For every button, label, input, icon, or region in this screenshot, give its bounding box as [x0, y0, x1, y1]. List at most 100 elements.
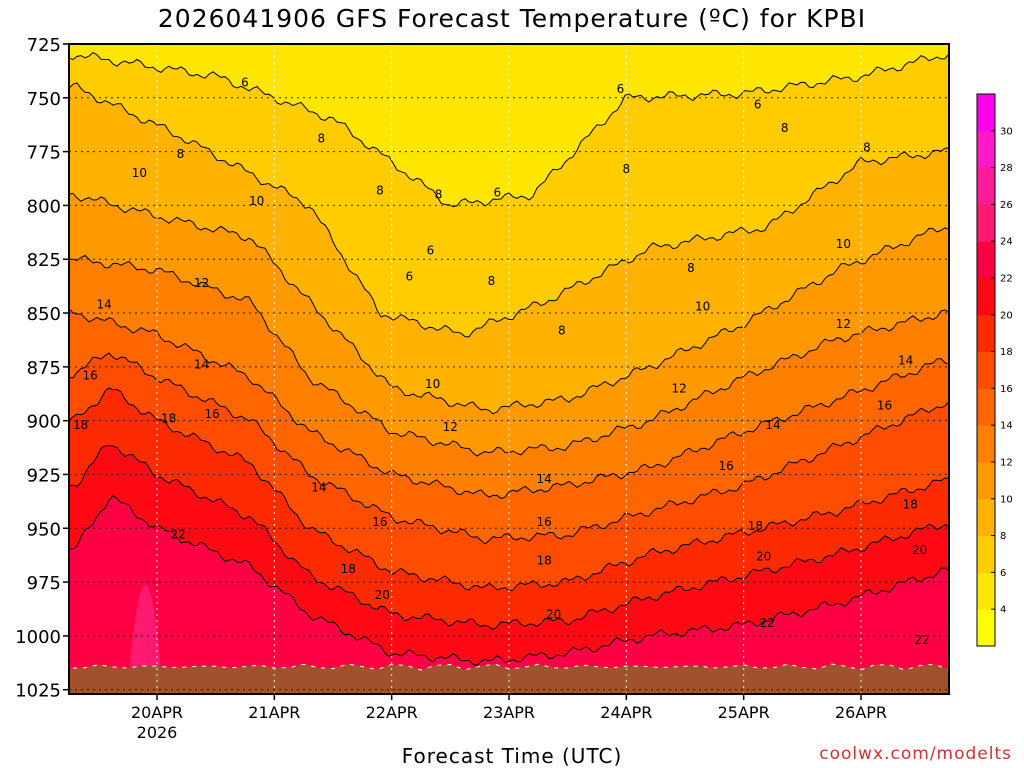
ground-terrain: [69, 663, 949, 694]
contour-label-18: 10: [425, 377, 440, 391]
contour-22: [69, 495, 949, 667]
contour-label-28: 14: [537, 472, 552, 486]
contour-label-47: 22: [170, 528, 185, 542]
colorbar-label-18: 18: [1000, 347, 1013, 358]
contour-label-29: 14: [765, 418, 780, 432]
x-tick-label-26APR: 26APR: [835, 703, 887, 722]
x-tick-label-25APR: 25APR: [718, 703, 770, 722]
x-tick-label-21APR: 21APR: [248, 703, 300, 722]
colorbar-label-4: 4: [1000, 605, 1006, 616]
x-axis-label: Forecast Time (UTC): [401, 744, 623, 768]
contour-label-21: 12: [194, 276, 209, 290]
contour-label-14: 8: [781, 121, 789, 135]
colorbar-label-6: 6: [1000, 568, 1006, 579]
contour-label-17: 10: [249, 194, 264, 208]
contour-label-37: 18: [73, 418, 88, 432]
contour-10: [69, 192, 949, 415]
y-tick-label-825: 825: [27, 250, 61, 271]
colorbar-swatch-14: [977, 94, 995, 132]
contour-label-7: 8: [317, 132, 325, 146]
chart-title: 2026041906 GFS Forecast Temperature (ºC)…: [157, 4, 867, 33]
x-tick-label-20APR: 20APR: [131, 703, 183, 722]
contour-label-9: 8: [435, 188, 443, 202]
x-tick-label-24APR: 24APR: [600, 703, 652, 722]
colorbar-swatch-7: [977, 351, 995, 389]
y-tick-label-1000: 1000: [15, 627, 61, 648]
y-tick-label-975: 975: [27, 573, 61, 594]
contour-label-15: 8: [863, 140, 871, 154]
colorbar-label-22: 22: [1000, 274, 1013, 285]
contour-label-43: 20: [375, 588, 390, 602]
contour-label-25: 14: [97, 297, 112, 311]
contour-label-27: 14: [311, 480, 326, 494]
contour-label-10: 8: [488, 274, 496, 288]
axes: 7257507758008258508759009259509751000102…: [15, 35, 887, 742]
colorbar-swatch-2: [977, 535, 995, 573]
colorbar-label-16: 16: [1000, 384, 1013, 395]
colorbar-label-26: 26: [1000, 200, 1013, 211]
band-22: [69, 495, 949, 694]
grid-lines: [69, 44, 949, 694]
y-tick-label-725: 725: [27, 35, 61, 56]
contour-16: [69, 352, 949, 545]
contour-label-4: 6: [617, 82, 625, 96]
colorbar-label-30: 30: [1000, 126, 1013, 137]
contour-label-23: 12: [671, 381, 686, 395]
contour-label-12: 8: [622, 162, 630, 176]
contour-label-34: 16: [537, 515, 552, 529]
contour-label-45: 20: [756, 549, 771, 563]
y-tick-label-750: 750: [27, 89, 61, 110]
x-tick-year: 2026: [137, 723, 178, 742]
y-tick-label-875: 875: [27, 358, 61, 379]
contour-label-40: 18: [537, 554, 552, 568]
contour-14: [69, 308, 949, 499]
contour-6: [69, 51, 949, 208]
contour-label-48: 22: [759, 616, 774, 630]
colorbar-swatch-0: [977, 609, 995, 647]
contour-label-1: 6: [427, 244, 435, 258]
contour-label-24: 12: [836, 317, 851, 331]
contour-label-2: 6: [405, 270, 413, 284]
colorbar-swatch-12: [977, 167, 995, 205]
contour-label-11: 8: [558, 323, 566, 337]
contour-label-49: 22: [914, 633, 929, 647]
colorbar-swatch-8: [977, 314, 995, 353]
x-tick-label-23APR: 23APR: [483, 703, 535, 722]
contour-label-30: 14: [898, 353, 913, 367]
contour-20: [69, 444, 949, 631]
contour-label-5: 6: [754, 97, 762, 111]
contour-label-39: 18: [341, 562, 356, 576]
colorbar-swatch-13: [977, 130, 995, 169]
contour-label-46: 20: [912, 543, 927, 557]
colorbar-swatch-6: [977, 388, 995, 426]
credit-text[interactable]: coolwx.com/modelts: [819, 744, 1012, 764]
colorbar: 4 6 8 10 12 14 16 18 20 22 24 26 28 30: [976, 93, 1013, 647]
colorbar-swatch-11: [977, 204, 995, 242]
contour-label-32: 16: [204, 407, 219, 421]
colorbar-label-24: 24: [1000, 237, 1013, 248]
contour-label-31: 16: [82, 369, 97, 383]
contour-label-38: 18: [161, 412, 176, 426]
contour-label-36: 16: [877, 399, 892, 413]
y-tick-label-900: 900: [27, 412, 61, 433]
colorbar-frame: [976, 93, 996, 647]
contour-label-44: 20: [546, 607, 561, 621]
contour-label-8: 8: [376, 183, 384, 197]
band-warm-pocket: [127, 584, 163, 690]
contour-8: [69, 82, 949, 338]
colorbar-label-12: 12: [1000, 458, 1013, 469]
contour-label-41: 18: [748, 519, 763, 533]
contour-label-35: 16: [718, 459, 733, 473]
colorbar-swatch-1: [977, 572, 995, 610]
y-tick-label-925: 925: [27, 465, 61, 486]
y-tick-label-850: 850: [27, 304, 61, 325]
contour-label-13: 8: [687, 261, 695, 275]
colorbar-label-10: 10: [1000, 494, 1013, 505]
colorbar-label-28: 28: [1000, 163, 1013, 174]
contour-label-6: 8: [177, 147, 185, 161]
contour-label-22: 12: [443, 420, 458, 434]
y-tick-label-950: 950: [27, 519, 61, 540]
contour-label-42: 18: [903, 498, 918, 512]
